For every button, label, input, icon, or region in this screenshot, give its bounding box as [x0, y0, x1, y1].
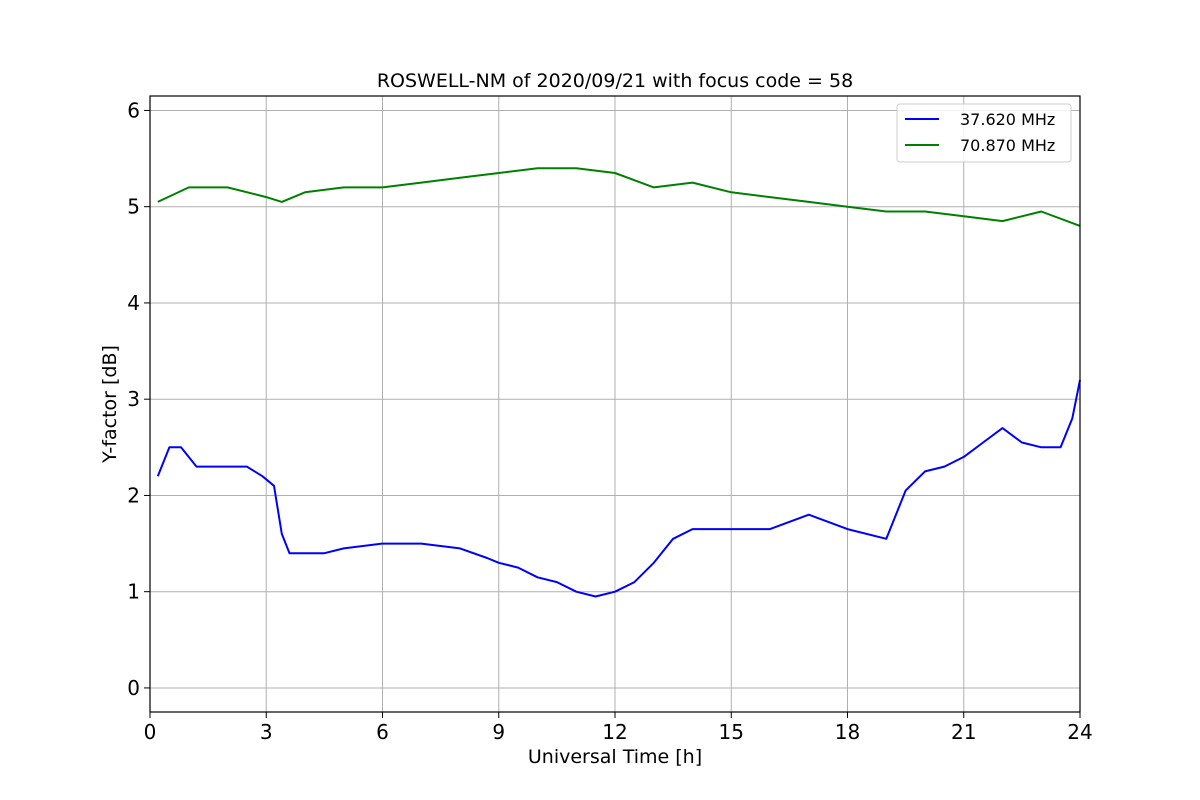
- x-tick-label: 6: [376, 720, 389, 744]
- x-tick-label: 18: [835, 720, 860, 744]
- series-layer: [156, 167, 1081, 598]
- legend-label-series-1: 37.620 MHz: [960, 110, 1055, 129]
- x-tick-label: 24: [1067, 720, 1092, 744]
- y-tick-label: 2: [127, 483, 140, 507]
- x-tick-label: 9: [492, 720, 505, 744]
- chart-title: ROSWELL-NM of 2020/09/21 with focus code…: [377, 70, 853, 92]
- x-tick-label: 15: [719, 720, 744, 744]
- y-tick-label: 5: [127, 195, 140, 219]
- y-tick-label: 4: [127, 291, 140, 315]
- y-tick-label: 3: [127, 387, 140, 411]
- y-tick-label: 1: [127, 580, 140, 604]
- x-tick-label: 12: [602, 720, 627, 744]
- x-axis-label: Universal Time [h]: [528, 746, 702, 768]
- x-tick-label: 21: [951, 720, 976, 744]
- x-tick-label: 0: [144, 720, 157, 744]
- y-tick-label: 0: [127, 676, 140, 700]
- legend-label-series-2: 70.870 MHz: [960, 136, 1055, 155]
- x-tick-label: 3: [260, 720, 273, 744]
- y-axis-label: Y-factor [dB]: [99, 345, 121, 464]
- legend: 37.620 MHz 70.870 MHz: [896, 103, 1072, 163]
- y-tick-label: 6: [127, 98, 140, 122]
- series-line-1: [156, 379, 1081, 598]
- legend-box: [896, 103, 1072, 163]
- series-line-2: [157, 167, 1081, 227]
